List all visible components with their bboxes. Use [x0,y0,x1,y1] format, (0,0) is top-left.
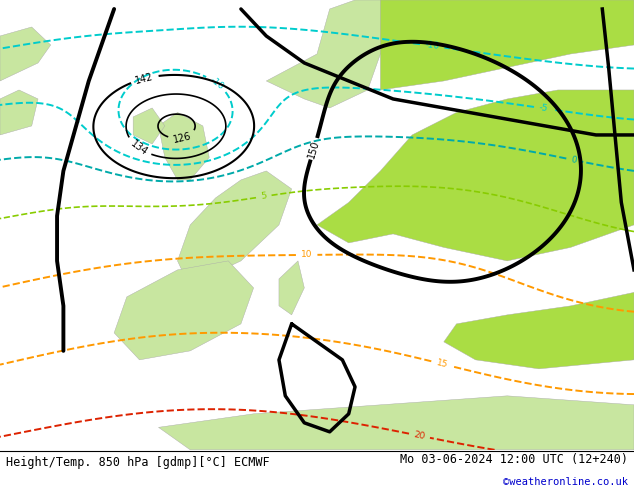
Polygon shape [444,293,634,369]
Polygon shape [133,108,165,144]
Polygon shape [114,261,254,360]
Text: 0: 0 [571,155,578,165]
Polygon shape [266,0,412,108]
Text: 20: 20 [413,430,426,441]
Polygon shape [158,113,209,180]
Polygon shape [0,27,51,81]
Polygon shape [380,0,634,90]
Text: ©weatheronline.co.uk: ©weatheronline.co.uk [503,477,628,487]
Polygon shape [279,261,304,315]
Text: 126: 126 [172,131,193,145]
Text: -10: -10 [424,41,440,51]
Text: 10: 10 [301,250,313,260]
Text: Height/Temp. 850 hPa [gdmp][°C] ECMWF: Height/Temp. 850 hPa [gdmp][°C] ECMWF [6,456,270,469]
Polygon shape [158,396,634,450]
Polygon shape [178,171,292,288]
Text: 142: 142 [134,72,155,86]
Text: -10: -10 [208,75,225,92]
Polygon shape [0,90,38,135]
Text: -5: -5 [538,103,548,113]
Text: Mo 03-06-2024 12:00 UTC (12+240): Mo 03-06-2024 12:00 UTC (12+240) [399,453,628,466]
Text: 15: 15 [435,358,448,369]
Polygon shape [317,90,634,261]
Text: 150: 150 [306,139,321,159]
Text: 5: 5 [260,192,268,201]
Text: 134: 134 [129,138,149,157]
